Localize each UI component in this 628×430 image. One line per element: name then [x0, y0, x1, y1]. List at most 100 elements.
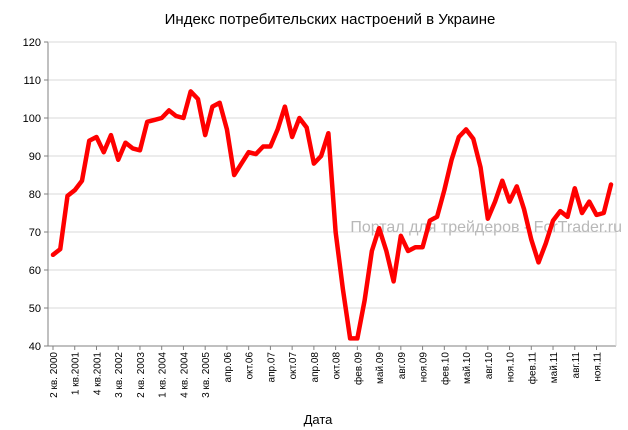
data-point	[335, 231, 337, 233]
data-point	[197, 98, 199, 100]
data-point	[356, 337, 358, 339]
data-point	[124, 142, 126, 144]
x-tick-label: фев.09	[352, 352, 364, 385]
data-point	[574, 187, 576, 189]
data-point	[458, 136, 460, 138]
watermark-text: Портал для трейдеров - ForTrader.ru	[350, 219, 622, 236]
data-point	[103, 151, 105, 153]
data-point	[407, 250, 409, 252]
data-point	[494, 201, 496, 203]
data-point	[545, 242, 547, 244]
data-point	[603, 212, 605, 214]
data-point	[429, 220, 431, 222]
y-tick-label: 60	[29, 265, 41, 277]
y-tick-label: 90	[29, 151, 41, 163]
data-point	[284, 106, 286, 108]
x-tick-label: 2 кв. 2003	[136, 352, 147, 398]
data-point	[204, 134, 206, 136]
x-tick-label: апр.08	[310, 352, 321, 383]
x-tick-label: 1 кв. 2004	[158, 352, 169, 398]
data-point	[378, 227, 380, 229]
x-tick-label: май.10	[462, 352, 473, 384]
x-tick-label: 3 кв. 2002	[114, 352, 125, 398]
data-point	[436, 216, 438, 218]
data-point	[88, 140, 90, 142]
data-point	[480, 166, 482, 168]
data-point	[501, 180, 503, 182]
x-tick-label: 1 кв.2001	[71, 352, 82, 395]
x-tick-label: авг.09	[397, 352, 408, 380]
data-point	[400, 235, 402, 237]
data-point	[298, 117, 300, 119]
x-axis-ticks: 2 кв. 2000 1 кв.2001 4 кв.2001 3 кв. 2002 2 …	[49, 346, 604, 398]
data-point	[52, 254, 54, 256]
data-point	[530, 239, 532, 241]
data-point	[262, 146, 264, 147]
y-tick-label: 80	[29, 189, 41, 201]
data-point	[465, 128, 467, 130]
data-point	[117, 159, 119, 161]
data-point	[175, 115, 177, 117]
data-point	[588, 201, 590, 203]
data-point	[552, 220, 554, 222]
series-line	[50, 89, 614, 341]
data-point	[81, 180, 83, 182]
data-point	[313, 163, 315, 165]
chart-title: Индекс потребительских настроений в Укра…	[165, 11, 496, 28]
x-tick-label: 2 кв. 2000	[49, 352, 60, 398]
data-point	[277, 128, 279, 130]
data-point	[161, 117, 163, 119]
data-point	[443, 189, 445, 191]
y-tick-label: 40	[29, 341, 41, 353]
x-tick-label: ноя.09	[419, 352, 430, 383]
data-point	[248, 151, 250, 153]
y-tick-label: 100	[23, 113, 41, 125]
data-point	[233, 174, 235, 176]
data-point	[371, 250, 373, 252]
x-tick-label: май.11	[549, 352, 560, 384]
data-point	[132, 147, 134, 149]
data-point	[168, 109, 170, 111]
x-tick-label: ноя.10	[506, 352, 517, 383]
data-point	[523, 208, 525, 210]
data-point	[487, 218, 489, 220]
data-point	[385, 250, 387, 252]
data-point	[66, 195, 68, 197]
data-point	[146, 121, 148, 123]
x-tick-label: авг.11	[571, 352, 582, 379]
data-point	[110, 134, 112, 136]
data-point	[306, 127, 308, 128]
data-point	[567, 216, 569, 218]
y-tick-label: 110	[23, 75, 41, 87]
data-point	[240, 163, 242, 165]
x-tick-label: фев.11	[526, 352, 538, 385]
x-tick-label: фев.10	[439, 352, 451, 385]
data-point	[422, 246, 424, 248]
data-point	[74, 189, 76, 191]
data-point	[211, 106, 213, 108]
y-tick-label: 70	[29, 227, 41, 239]
x-tick-label: 4 кв.2001	[92, 352, 103, 395]
data-point	[559, 210, 561, 212]
data-point	[226, 128, 228, 130]
data-point	[349, 337, 351, 339]
data-point	[610, 184, 612, 185]
x-tick-label: окт.06	[245, 352, 256, 380]
data-point	[393, 280, 395, 282]
x-tick-label: авг.10	[484, 352, 495, 380]
data-point	[190, 90, 192, 92]
data-point	[596, 214, 598, 216]
x-tick-label: ноя.11	[593, 352, 604, 382]
data-point	[153, 119, 155, 121]
data-point	[538, 261, 540, 263]
data-point	[59, 248, 61, 250]
data-point	[342, 288, 344, 290]
data-point	[472, 138, 474, 140]
x-tick-label: 4 кв. 2004	[179, 352, 190, 398]
y-tick-label: 120	[23, 37, 41, 49]
x-tick-label: 3 кв. 2005	[201, 352, 212, 398]
x-tick-label: окт.07	[288, 352, 299, 380]
data-point	[414, 246, 416, 248]
